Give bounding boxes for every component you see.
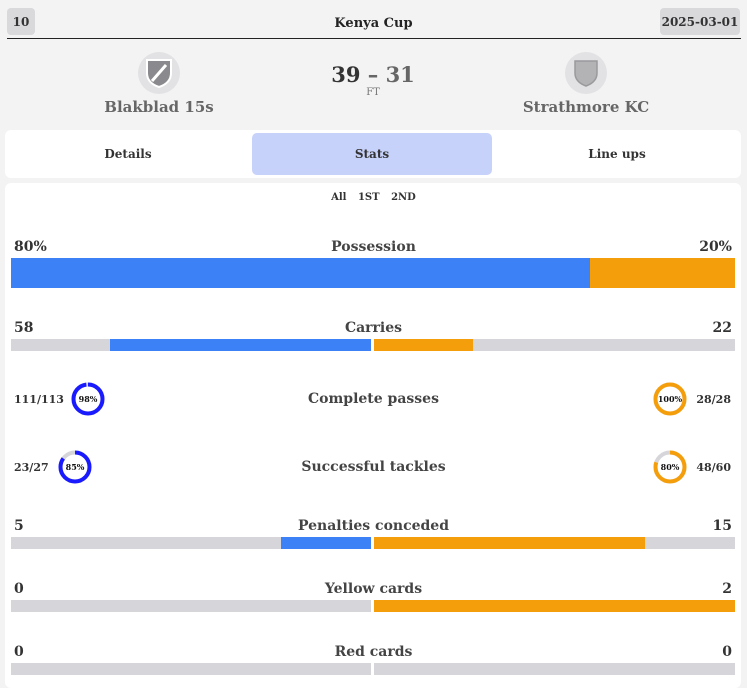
passes-label: Complete passes (308, 391, 439, 407)
carries-home-track (11, 339, 371, 351)
score-separator: – (367, 62, 379, 87)
carries-home-fill (110, 339, 371, 351)
match-header: 10 Kenya Cup 2025-03-01 (0, 0, 747, 40)
carries-label: Carries (344, 320, 403, 336)
carries-away-fill (374, 339, 473, 351)
home-team-name: Blakblad 15s (104, 98, 214, 116)
match-tabs: Details Stats Line ups (5, 130, 741, 178)
carries-away-value: 22 (712, 320, 732, 336)
header-divider (7, 38, 741, 39)
penalties-away-fill (374, 537, 645, 549)
passes-away-arc (653, 382, 687, 416)
yellow-home-track (11, 600, 371, 612)
possession-home-fill (11, 258, 590, 288)
scoreline: 39 – 31 FT (273, 62, 473, 98)
passes-home-value: 111/113 (14, 393, 64, 406)
passes-away-ring: 100% (653, 382, 687, 416)
period-filter: All 1ST 2ND (0, 192, 747, 203)
tackles-home-arc (58, 450, 92, 484)
away-score: 31 (385, 62, 415, 87)
passes-home-arc (71, 382, 105, 416)
tab-line-ups[interactable]: Line ups (588, 147, 646, 161)
penalties-home-value: 5 (14, 518, 24, 534)
tackles-home-value: 23/27 (14, 461, 49, 474)
passes-away-pct: 100% (657, 394, 683, 404)
tab-stats[interactable]: Stats (252, 133, 492, 175)
tackles-away-ring: 80% (653, 450, 687, 484)
home-score: 39 (331, 62, 361, 87)
home-team-crest-icon (138, 52, 180, 94)
carries-away-track (374, 339, 735, 351)
yellow-away-fill (374, 600, 735, 612)
penalties-away-value: 15 (712, 518, 732, 534)
red-away-track (374, 663, 735, 675)
penalties-home-track (11, 537, 371, 549)
penalties-label: Penalties conceded (297, 518, 450, 534)
yellow-away-value: 2 (722, 581, 732, 597)
away-team-name: Strathmore KC (522, 98, 650, 116)
red-home-track (11, 663, 371, 675)
passes-home-pct: 98% (78, 394, 98, 404)
yellow-away-track (374, 600, 735, 612)
red-home-value: 0 (14, 644, 24, 660)
tackles-away-pct: 80% (660, 462, 680, 472)
period-2nd[interactable]: 2ND (391, 192, 416, 203)
period-1st[interactable]: 1ST (357, 192, 380, 203)
penalties-home-fill (281, 537, 371, 549)
carries-home-value: 58 (14, 320, 34, 336)
yellow-home-value: 0 (14, 581, 24, 597)
yellow-cards-label: Yellow cards (324, 581, 423, 597)
possession-away-fill (590, 258, 735, 288)
possession-bar (11, 258, 735, 288)
match-status: FT (366, 87, 380, 98)
tab-details[interactable]: Details (104, 147, 152, 161)
red-away-value: 0 (722, 644, 732, 660)
tackles-away-value: 48/60 (696, 461, 731, 474)
tackles-home-ring: 85% (58, 450, 92, 484)
possession-label: Possession (331, 239, 416, 255)
possession-home-value: 80% (14, 239, 47, 255)
period-all[interactable]: All (331, 192, 347, 203)
passes-home-ring: 98% (71, 382, 105, 416)
round-badge: 10 (7, 8, 35, 35)
penalties-away-track (374, 537, 735, 549)
tackles-home-pct: 85% (65, 462, 85, 472)
possession-away-value: 20% (699, 239, 732, 255)
away-team[interactable]: Strathmore KC (486, 52, 686, 116)
passes-away-value: 28/28 (696, 393, 731, 406)
red-cards-label: Red cards (334, 644, 413, 660)
competition-title[interactable]: Kenya Cup (334, 16, 413, 31)
match-date-badge: 2025-03-01 (660, 8, 740, 35)
away-team-crest-icon (565, 52, 607, 94)
tackles-label: Successful tackles (301, 459, 446, 475)
tackles-away-arc (653, 450, 687, 484)
home-team[interactable]: Blakblad 15s (59, 52, 259, 116)
